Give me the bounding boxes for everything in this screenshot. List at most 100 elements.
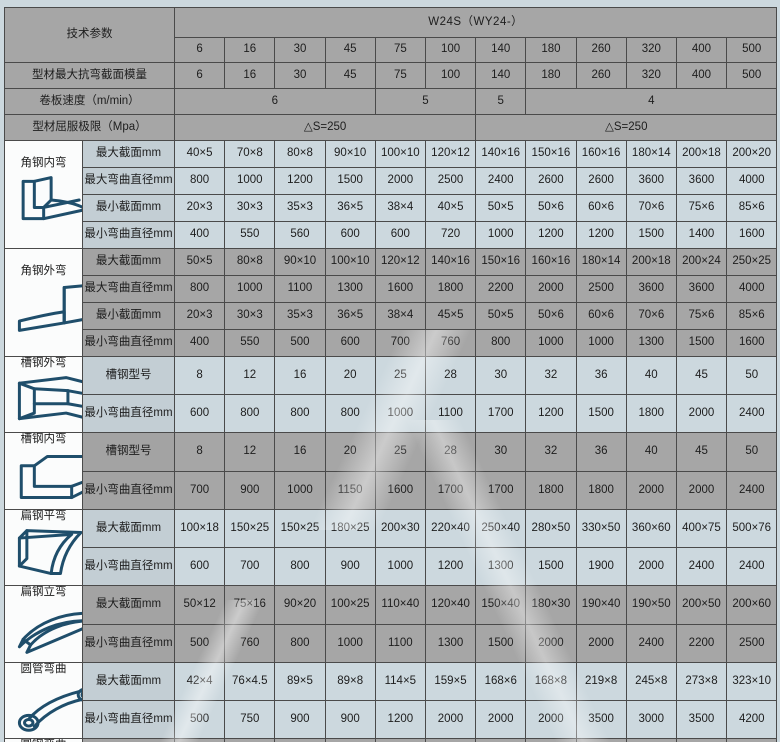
section-1-row-4-value-2: 550 (224, 221, 276, 249)
section-5-row-1-label: 最大截面mm (82, 508, 175, 549)
section-1-row-2-value-7: 2400 (475, 167, 527, 195)
section-1-row-2-value-3: 1200 (274, 167, 326, 195)
section-4-label: 槽钢内弯 (20, 433, 67, 446)
section-3-row-2-value-12: 2400 (726, 394, 778, 434)
section-2-row-4-value-4: 600 (324, 329, 376, 357)
section-5-row-2-value-3: 800 (274, 547, 326, 587)
section-1-row-2-value-9: 2600 (575, 167, 627, 195)
section-3-row-1-value-9: 36 (575, 355, 627, 396)
section-6-row-2-value-11: 2200 (675, 623, 728, 663)
section-4-row-2-value-8: 1800 (525, 470, 577, 510)
section-2-row-3-value-9: 60×6 (575, 302, 627, 330)
section-4-row-1-value-3: 16 (274, 432, 326, 472)
section-4-row-1-value-1: 8 (173, 432, 226, 472)
section-4-row-2-value-3: 1000 (274, 470, 326, 510)
section-1-row-3-value-5: 38×4 (374, 194, 426, 222)
series-title: W24S（WY24-） (173, 7, 778, 38)
angle-steel-outer-bend-icon (6, 280, 82, 340)
section-3-row-2-value-8: 1200 (525, 394, 577, 434)
model-number-6: 100 (424, 37, 477, 63)
angle-steel-inner-bend-icon (6, 172, 82, 232)
section-4-row-1-value-2: 12 (224, 432, 276, 472)
section-2-row-1-value-2: 80×8 (224, 248, 276, 276)
section-2-row-2-value-7: 2200 (475, 275, 527, 303)
channel-steel-outer-bend-icon (6, 372, 82, 432)
section-6-row-1-value-1: 50×12 (173, 585, 226, 625)
section-modulus-value-2: 16 (224, 62, 276, 89)
section-2-row-3-value-10: 70×6 (625, 302, 677, 330)
section-modulus-value-8: 180 (525, 62, 577, 89)
section-2-row-3-value-6: 45×5 (424, 302, 477, 330)
section-5-row-1-value-3: 150×25 (274, 508, 326, 549)
section-5-row-2-value-5: 1000 (374, 547, 426, 587)
section-6-row-2-value-2: 760 (224, 623, 276, 663)
section-modulus-value-5: 75 (374, 62, 426, 89)
section-2-row-3-value-11: 75×6 (675, 302, 728, 330)
section-2-label: 角钢外弯 (20, 264, 67, 277)
section-2-row-3-value-1: 20×3 (173, 302, 226, 330)
section-7-row-1-value-6: 159×5 (424, 661, 477, 701)
section-1-label: 角钢内弯 (20, 156, 67, 169)
section-2-row-3-label: 最小截面mm (82, 302, 175, 330)
section-5-row-1-value-5: 200×30 (374, 508, 426, 549)
section-6-row-1-value-10: 190×50 (625, 585, 677, 625)
section-8-row-1-value-12: 160 (726, 738, 778, 742)
section-6-row-1-value-11: 200×50 (675, 585, 728, 625)
section-3-row-2-value-10: 1800 (625, 394, 677, 434)
section-4-row-1-value-4: 20 (324, 432, 376, 472)
section-3-row-1-value-8: 32 (525, 355, 577, 396)
section-3-row-2-value-1: 600 (173, 394, 226, 434)
section-7-row-2-value-4: 900 (324, 699, 376, 740)
model-number-2: 16 (224, 37, 276, 63)
section-4-row-1-value-7: 30 (475, 432, 527, 472)
channel-steel-inner-bend-icon (6, 449, 82, 509)
section-3-row-2-value-11: 2000 (675, 394, 728, 434)
section-modulus-value-4: 45 (324, 62, 376, 89)
section-1-row-4-value-9: 1200 (575, 221, 627, 249)
section-3-row-2-label: 最小弯曲直径mm (82, 394, 175, 434)
section-1-row-2-label: 最大弯曲直径mm (82, 167, 175, 195)
section-2-row-1-value-8: 160×16 (525, 248, 577, 276)
section-5-row-1-value-4: 180×25 (324, 508, 376, 549)
yield-limit-group-2: △S=250 (475, 114, 778, 141)
section-6-row-1-value-4: 100×25 (324, 585, 376, 625)
section-4-row-2-value-4: 1150 (324, 470, 376, 510)
section-4-row-1-label: 槽钢型号 (82, 432, 175, 472)
section-6-row-2-value-9: 2000 (575, 623, 627, 663)
section-8-label: 圆钢弯曲 (6, 740, 82, 742)
section-6-row-1-label: 最大截面mm (82, 585, 175, 625)
section-3-row-1-value-4: 20 (324, 355, 376, 396)
section-6-row-2-value-4: 1000 (324, 623, 376, 663)
section-5-row-1-value-8: 280×50 (525, 508, 577, 549)
section-modulus-value-3: 30 (274, 62, 326, 89)
section-5-row-2-value-11: 2400 (675, 547, 728, 587)
section-modulus-value-7: 140 (475, 62, 527, 89)
section-6-row-2-value-12: 2500 (726, 623, 778, 663)
section-5-row-2-value-10: 2000 (625, 547, 677, 587)
section-1-row-1-value-4: 90×10 (324, 140, 376, 168)
section-5-row-2-label: 最小弯曲直径mm (82, 547, 175, 587)
model-number-8: 180 (525, 37, 577, 63)
section-1-row-4-label: 最小弯曲直径mm (82, 221, 175, 249)
section-6-row-1-value-7: 150×40 (475, 585, 527, 625)
section-2-row-1-label: 最大截面mm (82, 248, 175, 276)
section-2-row-4-value-7: 800 (475, 329, 527, 357)
section-1-row-3-value-3: 35×3 (274, 194, 326, 222)
section-7-label: 圆管弯曲 (20, 662, 67, 675)
section-2-row-1-value-6: 140×16 (424, 248, 477, 276)
section-3-row-1-value-11: 45 (675, 355, 728, 396)
section-1-name-cell: 角钢内弯 (4, 140, 83, 249)
section-1-row-2-value-4: 1500 (324, 167, 376, 195)
flat-steel-flat-bend-icon (6, 525, 82, 585)
section-6-row-1-value-3: 90×20 (274, 585, 326, 625)
section-3-row-1-value-3: 16 (274, 355, 326, 396)
section-1-row-4-value-5: 600 (374, 221, 426, 249)
section-2-row-3-value-2: 30×3 (224, 302, 276, 330)
section-2-row-1-value-1: 50×5 (173, 248, 226, 276)
section-2-row-1-value-5: 120×12 (374, 248, 426, 276)
section-1-row-2-value-6: 2500 (424, 167, 477, 195)
section-3-row-2-value-7: 1700 (475, 394, 527, 434)
section-4-row-1-value-6: 28 (424, 432, 477, 472)
section-5-row-2-value-4: 900 (324, 547, 376, 587)
